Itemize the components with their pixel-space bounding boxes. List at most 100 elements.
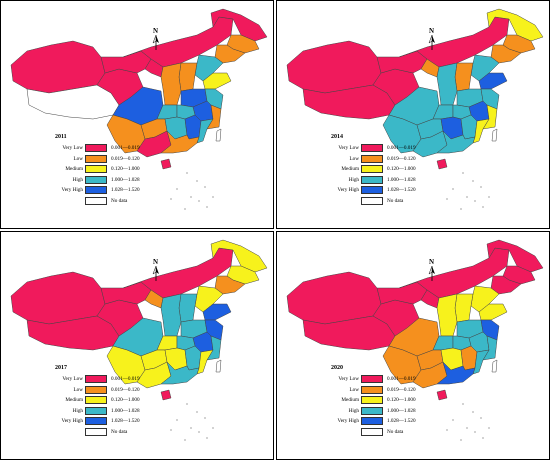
region-ningxia <box>420 289 440 309</box>
legend-swatch <box>361 396 383 404</box>
legend-class-label: Medium <box>341 397 359 403</box>
region-guangdong <box>160 130 200 154</box>
legend-range: No data <box>387 428 404 435</box>
region-gansu <box>376 50 428 74</box>
island-dot <box>472 180 474 182</box>
map-panel-2014: N 2014 Very Low 0.001—0.019 Low 0.019—0.120 Me… <box>276 0 550 229</box>
island-dot <box>466 196 468 198</box>
legend-class-label: High <box>348 176 359 183</box>
north-arrow-icon <box>428 266 435 281</box>
legend-item: Medium 0.120—1.000 <box>55 165 195 174</box>
region-shaanxi <box>436 62 458 106</box>
island-dot <box>482 206 484 208</box>
legend-swatch <box>85 396 107 404</box>
region-gansu <box>100 50 152 74</box>
legend-range: 0.019—0.120 <box>387 155 416 162</box>
legend-item: No data <box>55 196 195 206</box>
north-arrow-icon <box>152 35 159 50</box>
region-zhejiang <box>206 335 222 361</box>
island-dot <box>488 196 490 198</box>
island-dot <box>462 172 464 174</box>
region-shanxi <box>178 62 198 92</box>
legend-range: No data <box>387 197 404 204</box>
island-dot <box>184 439 186 441</box>
legend-range: No data <box>111 197 128 204</box>
legend-swatch <box>85 154 107 163</box>
legend-item: Very High 1.028—1.520 <box>55 186 195 195</box>
legend-year: 2017 <box>55 365 67 371</box>
legend: 2011 Very Low 0.001—0.019 Low 0.019—0.120 Med… <box>55 134 195 206</box>
legend-item: Low 0.019—0.120 <box>55 154 195 164</box>
island-dot <box>170 429 172 431</box>
region-xinjiang <box>10 40 106 94</box>
legend-class-label: Low <box>349 386 359 393</box>
legend-class-label: Very High <box>337 187 359 193</box>
region-heilongjiang <box>210 8 268 42</box>
region-heilongjiang <box>486 8 544 42</box>
legend-class-label: Very High <box>337 418 359 424</box>
legend-class-label: Very Low <box>338 145 359 151</box>
legend-swatch <box>85 165 107 173</box>
island-dot <box>212 427 214 429</box>
legend-range: 0.019—0.120 <box>387 386 416 393</box>
legend-range: No data <box>111 428 128 435</box>
legend-swatch <box>361 406 383 415</box>
island-dot <box>460 208 462 210</box>
legend-class-label: Medium <box>65 166 83 172</box>
region-hainan <box>436 389 448 401</box>
legend-class-label: High <box>72 176 83 183</box>
island-dot <box>184 208 186 210</box>
island-dot <box>446 198 448 200</box>
region-ningxia <box>420 58 440 78</box>
region-taiwan <box>491 128 498 142</box>
island-dot <box>446 429 448 431</box>
legend-swatch <box>361 196 383 205</box>
island-dot <box>198 431 200 433</box>
legend: 2014 Very Low 0.001—0.019 Low 0.019—0.120 Med… <box>331 134 471 206</box>
region-zhejiang <box>482 104 498 130</box>
region-zhejiang <box>482 335 498 361</box>
region-ningxia <box>144 58 164 78</box>
legend-item: High 1.000—1.028 <box>331 175 471 185</box>
legend-class-label: Low <box>73 386 83 393</box>
island-dot <box>462 403 464 405</box>
legend-class-label: Medium <box>65 397 83 403</box>
legend-range: 1.000—1.028 <box>111 176 140 183</box>
legend-item: Medium 0.120—1.000 <box>331 165 471 174</box>
north-arrow-icon <box>428 35 435 50</box>
legend-swatch <box>85 406 107 415</box>
map-panel-2011: N 2011 Very Low 0.001—0.019 Low 0.019—0.120 Me… <box>0 0 274 229</box>
region-guangdong <box>436 361 476 385</box>
china-province-map <box>286 8 544 210</box>
legend-item: Very High 1.028—1.520 <box>331 417 471 426</box>
legend-year: 2011 <box>55 134 67 140</box>
island-dot <box>204 186 206 188</box>
island-dot <box>206 437 208 439</box>
island-dot <box>452 419 454 421</box>
legend-class-label: Medium <box>341 166 359 172</box>
legend-range: 0.019—0.120 <box>111 155 140 162</box>
legend-item: Very High 1.028—1.520 <box>55 417 195 426</box>
china-province-map <box>10 8 268 210</box>
legend-year: 2014 <box>331 134 343 140</box>
island-dot <box>196 411 198 413</box>
region-zhejiang <box>206 104 222 130</box>
island-dot <box>480 186 482 188</box>
legend-range: 0.001—0.019 <box>387 145 416 151</box>
island-dot <box>460 439 462 441</box>
legend-range: 1.028—1.520 <box>387 418 416 424</box>
legend-range: 1.000—1.028 <box>387 407 416 414</box>
china-province-map <box>286 239 544 441</box>
legend-class-label: High <box>72 407 83 414</box>
island-dot <box>206 206 208 208</box>
region-heilongjiang <box>210 239 268 273</box>
island-dot <box>204 417 206 419</box>
island-dot <box>474 200 476 202</box>
legend-range: 0.001—0.019 <box>111 145 140 151</box>
legend-class-label: Very Low <box>62 145 83 151</box>
legend-swatch <box>85 375 107 383</box>
region-xinjiang <box>10 271 106 325</box>
island-dot <box>176 419 178 421</box>
legend-range: 1.028—1.520 <box>111 187 140 193</box>
region-shanxi <box>178 293 198 323</box>
